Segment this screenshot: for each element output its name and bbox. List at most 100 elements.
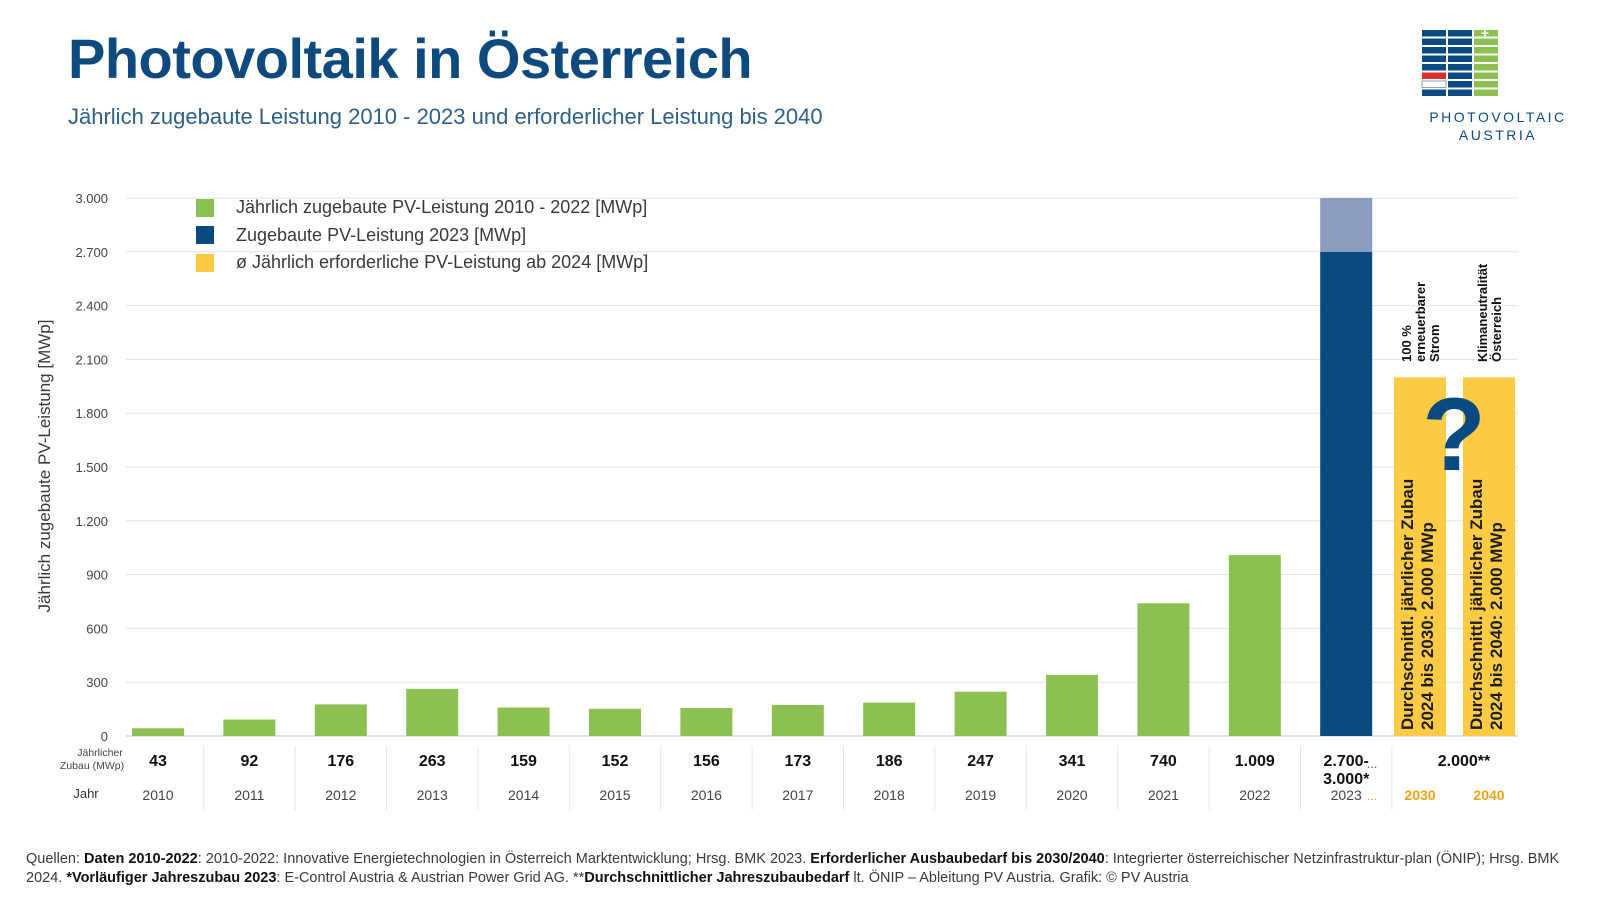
y-tick-label: 600 — [86, 621, 108, 636]
logo-cell — [1474, 30, 1498, 37]
year-label-2030: 2030 — [1404, 787, 1435, 803]
logo-cell — [1422, 64, 1446, 71]
ellipsis-year: ... — [1367, 788, 1378, 803]
value-label-2023: 2.700- — [1324, 753, 1369, 770]
row-label-zubau: Zubau (MWp) — [60, 760, 124, 772]
required-inner-label-2040: Durchschnittl. jährlicher Zubau — [1467, 479, 1486, 730]
value-label-2011: 92 — [241, 753, 259, 770]
required-top-label-2040: Österreich — [1489, 297, 1504, 362]
required-inner-label-2040: 2024 bis 2040: 2.000 MWp — [1487, 522, 1506, 730]
year-label-2014: 2014 — [508, 787, 539, 803]
logo-cell — [1474, 89, 1498, 96]
value-label-2019: 247 — [967, 753, 994, 770]
bar-2020 — [1046, 674, 1098, 736]
logo-cell — [1474, 38, 1498, 45]
sources-bold-required: Erforderlicher Ausbaubedarf bis 2030/204… — [810, 851, 1105, 867]
legend-label-required: ø Jährlich erforderliche PV-Leistung ab … — [236, 252, 649, 273]
bar-2013 — [406, 688, 459, 736]
y-tick-label: 0 — [101, 729, 108, 744]
y-tick-label: 300 — [86, 675, 108, 690]
value-label-2018: 186 — [876, 753, 903, 770]
year-label-2016: 2016 — [691, 787, 722, 803]
legend-swatch-green — [196, 198, 214, 217]
value-label-2013: 263 — [419, 753, 446, 770]
year-label-2040: 2040 — [1473, 787, 1504, 803]
year-label-2023: 2023 — [1331, 787, 1362, 803]
year-label-2019: 2019 — [965, 787, 996, 803]
logo-cell — [1421, 80, 1447, 88]
row-label-jahr: Jahr — [73, 786, 99, 801]
ellipsis-value: ... — [1367, 756, 1378, 771]
logo-cell — [1422, 30, 1446, 37]
logo-cell — [1474, 81, 1498, 88]
y-tick-label: 2.100 — [75, 352, 108, 367]
year-label-2020: 2020 — [1056, 787, 1087, 803]
sources-bold-average: Durchschnittlicher Jahreszubaubedarf — [584, 870, 850, 886]
legend-item-2023: Zugebaute PV-Leistung 2023 [MWp] — [196, 222, 648, 250]
bar-2023-confirmed — [1320, 251, 1373, 737]
year-label-2011: 2011 — [234, 787, 264, 803]
logo-cell — [1448, 38, 1472, 45]
bar-2023-range — [1320, 198, 1373, 252]
legend-item-annual: Jährlich zugebaute PV-Leistung 2010 - 20… — [196, 194, 648, 222]
legend-swatch-navy — [196, 226, 214, 245]
required-inner-label-2030: Durchschnittl. jährlicher Zubau — [1398, 479, 1417, 730]
sources-bold-preliminary: *Vorläufiger Jahreszubau 2023 — [66, 870, 277, 886]
row-label-zubau: Jährlicher — [77, 747, 123, 759]
bar-2011 — [223, 719, 276, 736]
legend-item-required: ø Jährlich erforderliche PV-Leistung ab … — [196, 249, 648, 277]
legend-label-2023: Zugebaute PV-Leistung 2023 [MWp] — [236, 224, 527, 245]
sources-prefix: Quellen: — [26, 851, 85, 867]
required-top-label-2030: 100 % — [1399, 325, 1414, 362]
required-top-label-2030: Strom — [1427, 324, 1442, 362]
logo-cell — [1474, 47, 1498, 54]
year-label-2015: 2015 — [599, 787, 630, 803]
value-label-2021: 740 — [1150, 753, 1177, 770]
value-label-2012: 176 — [327, 753, 354, 770]
y-tick-label: 2.400 — [75, 299, 108, 314]
value-label-required: 2.000** — [1438, 753, 1491, 770]
logo-cell — [1474, 72, 1498, 79]
bar-2014 — [497, 707, 550, 736]
logo-cell — [1422, 38, 1446, 45]
logo-cell — [1474, 64, 1498, 71]
legend-label-annual: Jährlich zugebaute PV-Leistung 2010 - 20… — [236, 197, 648, 218]
year-label-2017: 2017 — [782, 787, 813, 803]
bar-2018 — [863, 702, 916, 736]
bar-2012 — [314, 704, 367, 736]
logo-text-line2: AUSTRIA — [1458, 127, 1538, 143]
value-label-2023: 3.000* — [1323, 771, 1370, 788]
logo-cell — [1448, 47, 1472, 54]
logo-cell — [1448, 72, 1472, 79]
logo-plus-icon: + — [1481, 25, 1489, 41]
value-label-2020: 341 — [1059, 753, 1086, 770]
page-subtitle: Jährlich zugebaute Leistung 2010 - 2023 … — [68, 104, 823, 129]
required-inner-label-2030: 2024 bis 2030: 2.000 MWp — [1418, 522, 1437, 730]
year-label-2013: 2013 — [417, 787, 448, 803]
bar-2016 — [680, 708, 733, 736]
y-tick-label: 1.800 — [75, 406, 108, 421]
value-label-2017: 173 — [784, 753, 811, 770]
sources-text-2: : Integrierter österreichischer Netzinfr… — [26, 851, 1560, 886]
value-label-2015: 152 — [602, 753, 629, 770]
logo-cell — [1422, 72, 1446, 79]
sources-text-4: lt. ÖNIP – Ableitung PV Austria. Grafik:… — [849, 870, 1189, 886]
chart-legend: Jährlich zugebaute PV-Leistung 2010 - 20… — [196, 194, 648, 277]
sources-bold-data: Daten 2010-2022 — [84, 851, 198, 867]
year-label-2021: 2021 — [1148, 787, 1179, 803]
y-tick-label: 1.200 — [75, 514, 108, 529]
value-label-2014: 159 — [510, 753, 537, 770]
year-label-2012: 2012 — [325, 787, 356, 803]
required-top-label-2040: Klimaneutralität — [1475, 263, 1490, 362]
y-tick-label: 1.500 — [75, 460, 108, 475]
value-label-2016: 156 — [693, 753, 720, 770]
y-tick-label: 3.000 — [75, 191, 108, 206]
y-tick-label: 900 — [86, 568, 108, 583]
sources-text-1: : 2010-2022: Innovative Energietechnolog… — [197, 851, 811, 867]
value-label-2022: 1.009 — [1235, 753, 1275, 770]
logo-cell — [1448, 55, 1472, 62]
logo-cell — [1422, 89, 1446, 96]
page-title: Photovoltaik in Österreich — [68, 27, 753, 90]
bar-2010 — [132, 728, 184, 736]
